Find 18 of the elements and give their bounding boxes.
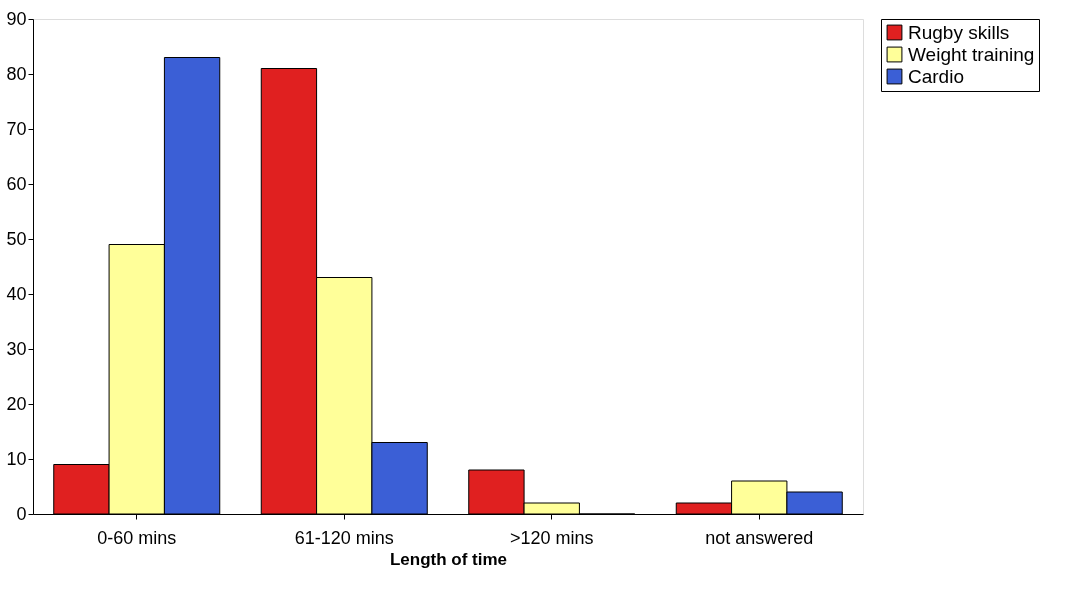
x-tick-label: not answered	[705, 527, 814, 548]
y-tick-label: 30	[6, 338, 27, 359]
legend-label: Cardio	[908, 65, 964, 87]
x-tick-label: 61-120 mins	[294, 527, 394, 548]
legend-label: Weight training	[908, 43, 1035, 65]
x-tick-label: 0-60 mins	[97, 527, 177, 548]
y-tick-label: 80	[6, 63, 27, 84]
legend-label: Rugby skills	[908, 21, 1010, 43]
y-tick-label: 10	[6, 448, 27, 469]
y-tick-label: 20	[6, 393, 27, 414]
y-tick-label: 90	[6, 8, 27, 29]
x-axis-title: Length of time	[389, 549, 508, 569]
x-tick-label: >120 mins	[509, 527, 594, 548]
y-tick-label: 50	[6, 228, 27, 249]
y-tick-label: 60	[6, 173, 27, 194]
y-tick-label: 40	[6, 283, 27, 304]
y-tick-label: 70	[6, 118, 27, 139]
y-tick-label: 0	[16, 503, 27, 524]
